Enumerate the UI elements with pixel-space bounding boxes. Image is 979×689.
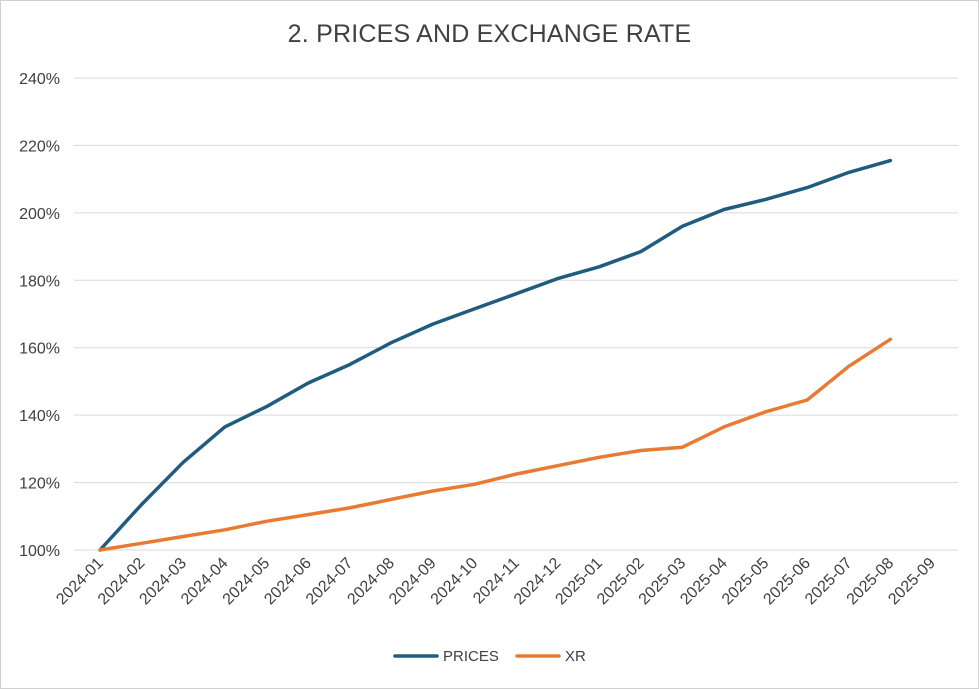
data-point-xr — [389, 498, 393, 502]
y-tick-label: 220% — [19, 138, 60, 155]
data-point-prices — [556, 277, 560, 281]
legend[interactable]: PRICES XR — [393, 648, 586, 665]
data-point-prices — [223, 425, 227, 429]
data-point-prices — [639, 250, 643, 254]
y-tick-label: 200% — [19, 206, 60, 223]
x-axis-ticks: 2024-012024-022024-032024-042024-052024-… — [53, 555, 939, 609]
y-axis-ticks: 100% 120% 140% 160% 180% 200% 220% 240% — [19, 71, 60, 560]
data-point-prices — [805, 186, 809, 190]
data-point-prices — [514, 292, 518, 296]
data-point-prices — [847, 171, 851, 175]
y-tick-label: 100% — [19, 543, 60, 560]
gridlines — [74, 77, 958, 551]
data-point-xr — [181, 535, 185, 539]
data-point-xr — [847, 364, 851, 368]
y-tick-label: 180% — [19, 273, 60, 290]
y-tick-label: 160% — [19, 341, 60, 358]
series-line-prices — [98, 158, 893, 552]
data-point-xr — [223, 528, 227, 532]
chart-title: 2. PRICES AND EXCHANGE RATE — [287, 20, 692, 48]
data-point-prices — [431, 322, 435, 326]
data-point-prices — [597, 265, 601, 269]
data-point-prices — [140, 503, 144, 507]
data-point-prices — [348, 363, 352, 367]
data-point-prices — [389, 341, 393, 345]
y-tick-label: 120% — [19, 476, 60, 493]
data-point-prices — [265, 405, 269, 409]
data-point-prices — [889, 159, 893, 163]
data-point-xr — [514, 472, 518, 476]
x-tick-label: 2025-09 — [885, 555, 939, 609]
data-point-xr — [639, 449, 643, 453]
data-point-xr — [764, 410, 768, 414]
x-tick-label: 2024-10 — [428, 555, 482, 609]
x-tick: 2024-10 — [428, 555, 482, 609]
x-tick: 2025-09 — [885, 555, 939, 609]
series-group — [98, 158, 893, 552]
data-point-xr — [556, 464, 560, 468]
data-point-xr — [98, 548, 102, 552]
data-point-prices — [181, 461, 185, 465]
data-point-prices — [722, 208, 726, 212]
data-point-xr — [348, 506, 352, 510]
y-tick-label: 140% — [19, 408, 60, 425]
legend-label: XR — [565, 648, 586, 665]
data-point-xr — [597, 455, 601, 459]
data-point-prices — [764, 198, 768, 202]
data-point-xr — [805, 398, 809, 402]
legend-label: PRICES — [443, 648, 499, 665]
data-point-xr — [473, 482, 477, 486]
legend-item-xr[interactable]: XR — [515, 648, 586, 665]
data-point-prices — [473, 307, 477, 311]
data-point-xr — [265, 520, 269, 524]
data-point-xr — [306, 513, 310, 517]
data-point-xr — [140, 541, 144, 545]
legend-item-prices[interactable]: PRICES — [393, 648, 499, 665]
y-tick-label: 240% — [19, 71, 60, 88]
data-point-xr — [681, 445, 685, 449]
data-point-prices — [306, 381, 310, 385]
data-point-xr — [722, 425, 726, 429]
data-point-xr — [889, 337, 893, 341]
series-line-xr — [98, 337, 893, 552]
data-point-prices — [681, 225, 685, 229]
data-point-xr — [431, 489, 435, 493]
